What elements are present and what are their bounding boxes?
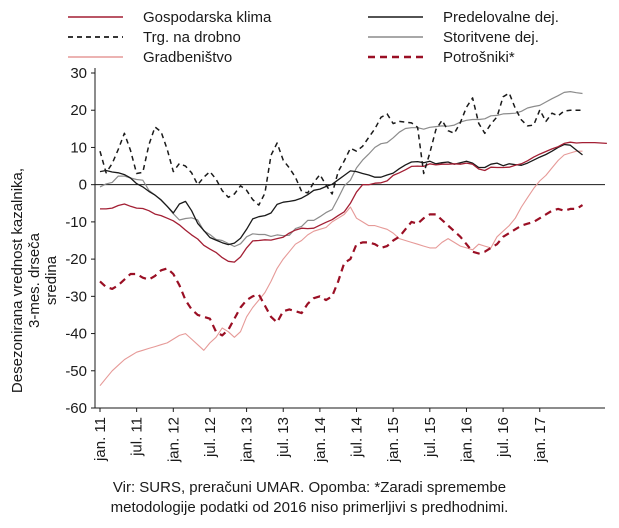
source-note-line-1: Vir: SURS, preračuni UMAR. Opomba: *Zara… <box>112 479 507 496</box>
x-tick-label: jul. 14 <box>349 417 366 458</box>
x-tick-label: jul. 12 <box>202 417 219 458</box>
series-line-4 <box>99 90 583 248</box>
y-axis-label-line: sredina <box>43 255 60 305</box>
y-axis-label-line: 3-mes. drseča <box>26 232 43 328</box>
y-tick-label: 0 <box>79 177 87 194</box>
series-line-1 <box>100 141 607 263</box>
y-tick-label: 30 <box>70 65 87 82</box>
x-tick-label: jan. 12 <box>165 417 182 463</box>
y-axis-label: Desezonirana vrednost kazalnika,3-mes. d… <box>9 168 60 393</box>
x-tick-label: jan. 13 <box>239 417 256 463</box>
x-tick-label: jan. 16 <box>458 417 475 463</box>
legend-label: Gradbeništvo <box>143 49 232 66</box>
y-tick-label: -20 <box>65 251 87 268</box>
legend-label: Predelovalne dej. <box>443 9 559 26</box>
y-tick-label: -60 <box>65 400 87 417</box>
y-axis-label-line: Desezonirana vrednost kazalnika, <box>9 168 26 393</box>
x-tick-label: jul. 13 <box>275 417 292 458</box>
series-line-2 <box>99 143 583 246</box>
series-line-3 <box>99 92 583 206</box>
x-tick-label: jan. 11 <box>92 417 109 462</box>
y-tick-label: -30 <box>65 288 87 305</box>
source-note-line-2: metodologije podatki od 2016 niso primer… <box>110 499 509 516</box>
legend: Gospodarska klima Predelovalne dej. Trg. n… <box>68 9 559 66</box>
y-tick-label: -50 <box>65 363 87 380</box>
x-tick-label: jan. 17 <box>532 417 549 463</box>
legend-label: Potrošniki* <box>443 49 515 66</box>
source-note: Vir: SURS, preračuni UMAR. Opomba: *Zara… <box>0 478 619 518</box>
y-tick-label: -10 <box>65 214 87 231</box>
legend-label: Storitvene dej. <box>443 29 539 46</box>
series-line-5 <box>99 150 583 387</box>
x-tick-label: jan. 14 <box>312 417 329 463</box>
x-tick-label: jul. 16 <box>495 417 512 458</box>
x-tick-label: jul. 15 <box>422 417 439 458</box>
y-tick-label: 20 <box>70 102 87 119</box>
y-tick-label: 10 <box>70 139 87 156</box>
y-tick-label: -40 <box>65 326 87 343</box>
series-lines <box>99 90 607 387</box>
legend-label: Trg. na drobno <box>143 29 241 46</box>
legend-label: Gospodarska klima <box>143 9 272 26</box>
x-tick-label: jan. 15 <box>385 417 402 463</box>
axis-ticks: -60 -50 -40 -30 -20 -10 0 10 20 30 jan. 11 jul. 11 j… <box>65 65 605 463</box>
x-tick-label: jul. 11 <box>129 417 146 457</box>
